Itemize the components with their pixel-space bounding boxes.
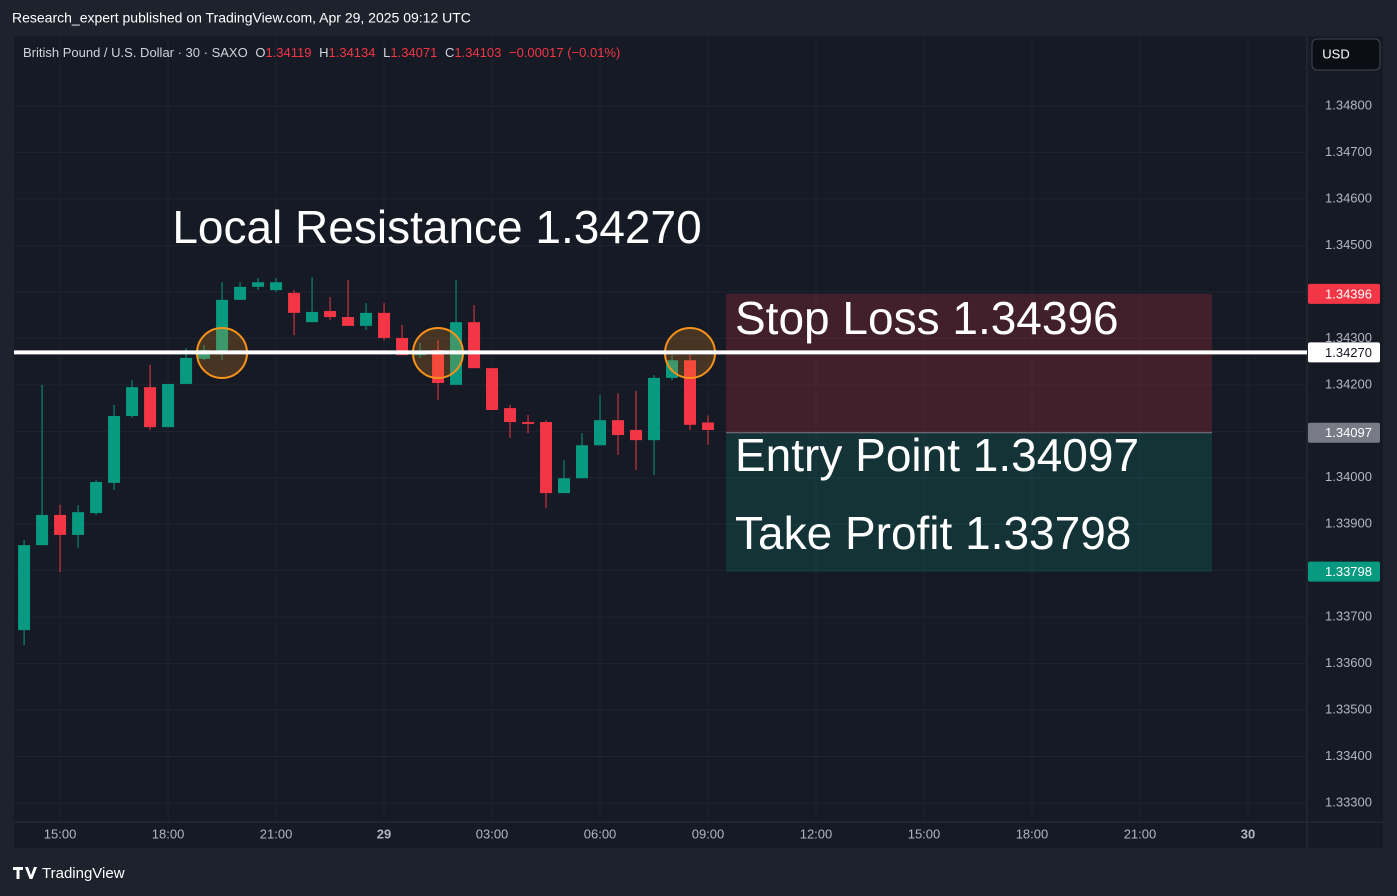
candle-body bbox=[324, 311, 337, 318]
candle-body bbox=[504, 408, 517, 423]
x-tick-label: 18:00 bbox=[1016, 826, 1049, 841]
candle-body bbox=[270, 282, 283, 291]
entry-annotation: Entry Point 1.34097 bbox=[735, 429, 1139, 481]
candle-body bbox=[558, 478, 571, 494]
resistance-annotation: Local Resistance 1.34270 bbox=[172, 201, 701, 253]
currency-button[interactable] bbox=[1311, 38, 1381, 71]
annotations: Local Resistance 1.34270 Stop Loss 1.3439… bbox=[14, 201, 1307, 559]
ohlc-key: L bbox=[383, 45, 390, 60]
brand: TradingView bbox=[42, 865, 125, 882]
price-badge bbox=[1308, 342, 1380, 363]
x-tick-label: 09:00 bbox=[692, 826, 725, 841]
y-tick-label: 1.33500 bbox=[1325, 701, 1372, 716]
candle-body bbox=[288, 292, 301, 313]
x-tick-label: 15:00 bbox=[44, 826, 77, 841]
candle-body bbox=[144, 387, 157, 428]
candle-body bbox=[648, 377, 661, 441]
candle-body bbox=[108, 415, 121, 483]
position-tool bbox=[726, 293, 1212, 572]
price-badge bbox=[1308, 283, 1380, 304]
candle-body bbox=[576, 445, 589, 479]
candle-body bbox=[702, 422, 715, 430]
stop-annotation: Stop Loss 1.34396 bbox=[735, 292, 1119, 344]
target-annotation: Take Profit 1.33798 bbox=[735, 507, 1131, 559]
candle-body bbox=[630, 429, 643, 441]
ohlc-key: H bbox=[319, 45, 328, 60]
ohlc-key: O bbox=[255, 45, 265, 60]
symbol-legend: British Pound / U.S. Dollar · 30 · SAXO … bbox=[23, 45, 620, 60]
candle-body bbox=[162, 383, 175, 428]
candle-body bbox=[378, 312, 391, 338]
candle-body bbox=[216, 299, 229, 354]
candle-body bbox=[234, 286, 247, 300]
y-tick-label: 1.33900 bbox=[1325, 516, 1372, 531]
candle-body bbox=[342, 317, 355, 326]
candle-body bbox=[522, 422, 535, 424]
price-badge-label: 1.34097 bbox=[1325, 425, 1372, 440]
x-tick-label: 06:00 bbox=[584, 826, 617, 841]
price-badge-label: 1.33798 bbox=[1325, 564, 1372, 579]
publisher: Research_expert published on TradingView… bbox=[12, 10, 471, 26]
logo-icon bbox=[13, 867, 37, 879]
candle-body bbox=[684, 360, 697, 425]
y-tick-label: 1.34700 bbox=[1325, 144, 1372, 159]
candle-body bbox=[594, 420, 607, 446]
x-tick-label: 12:00 bbox=[800, 826, 833, 841]
ohlc-value: 1.34103 bbox=[454, 45, 501, 60]
price-badge-label: 1.34270 bbox=[1325, 345, 1372, 360]
ohlc-value: 1.34071 bbox=[390, 45, 437, 60]
change: −0.00017 (−0.01%) bbox=[509, 45, 620, 60]
brand-logo bbox=[13, 867, 37, 879]
x-tick-label: 18:00 bbox=[152, 826, 185, 841]
candle-body bbox=[360, 312, 373, 326]
stop-zone bbox=[726, 293, 1212, 433]
candle-body bbox=[180, 357, 193, 384]
x-tick-label: 21:00 bbox=[1124, 826, 1157, 841]
x-tick-label: 21:00 bbox=[260, 826, 293, 841]
candle-body bbox=[612, 420, 625, 436]
x-tick-label: 29 bbox=[377, 826, 391, 841]
y-tick-label: 1.34000 bbox=[1325, 469, 1372, 484]
target-zone bbox=[726, 432, 1212, 572]
grid bbox=[14, 36, 1307, 822]
chart-pane bbox=[14, 36, 1383, 848]
y-tick-label: 1.33400 bbox=[1325, 748, 1372, 763]
price-badge bbox=[1308, 422, 1380, 443]
candle-body bbox=[126, 387, 139, 416]
y-tick-label: 1.33700 bbox=[1325, 609, 1372, 624]
candle-body bbox=[18, 545, 31, 631]
y-tick-label: 1.34600 bbox=[1325, 190, 1372, 205]
candle-body bbox=[90, 481, 103, 514]
candle-body bbox=[306, 311, 319, 323]
ohlc-value: 1.34134 bbox=[329, 45, 376, 60]
y-tick-label: 1.33600 bbox=[1325, 655, 1372, 670]
x-tick-label: 30 bbox=[1241, 826, 1255, 841]
y-tick-label: 1.34800 bbox=[1325, 98, 1372, 113]
candle-body bbox=[36, 514, 49, 546]
symbol: British Pound / U.S. Dollar · 30 · SAXO bbox=[23, 45, 248, 60]
y-tick-label: 1.34200 bbox=[1325, 376, 1372, 391]
candle-body bbox=[54, 514, 67, 535]
candle-body bbox=[540, 422, 553, 494]
x-tick-label: 15:00 bbox=[908, 826, 941, 841]
candle-body bbox=[468, 322, 481, 369]
candle-body bbox=[198, 350, 211, 359]
y-tick-label: 1.34500 bbox=[1325, 237, 1372, 252]
ohlc-value: 1.34119 bbox=[265, 45, 311, 60]
candle-body bbox=[486, 368, 499, 410]
ohlc-key: C bbox=[445, 45, 454, 60]
candle-body bbox=[432, 350, 445, 384]
currency: USD bbox=[1322, 46, 1349, 61]
y-tick-label: 1.33300 bbox=[1325, 794, 1372, 809]
y-tick-label: 1.34300 bbox=[1325, 330, 1372, 345]
candle-body bbox=[252, 282, 265, 287]
price-badge bbox=[1308, 561, 1380, 582]
price-badge-label: 1.34396 bbox=[1325, 286, 1372, 301]
candle-body bbox=[72, 512, 85, 535]
x-tick-label: 03:00 bbox=[476, 826, 509, 841]
